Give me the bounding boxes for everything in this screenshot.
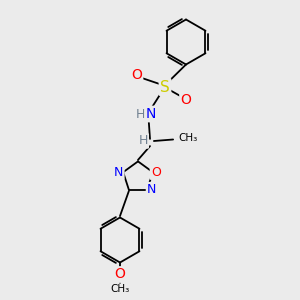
Text: N: N xyxy=(146,107,156,121)
Text: N: N xyxy=(147,183,156,196)
Text: N: N xyxy=(114,166,123,179)
Text: CH₃: CH₃ xyxy=(178,133,198,143)
Text: H: H xyxy=(135,107,145,121)
Text: CH₃: CH₃ xyxy=(110,284,130,295)
Text: O: O xyxy=(151,166,161,179)
Text: O: O xyxy=(181,94,191,107)
Text: S: S xyxy=(160,80,170,94)
Text: H: H xyxy=(138,134,148,148)
Text: O: O xyxy=(115,268,125,281)
Text: O: O xyxy=(131,68,142,82)
